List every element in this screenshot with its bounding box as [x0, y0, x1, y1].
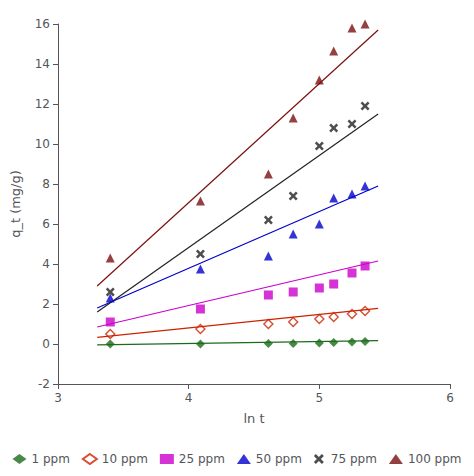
svg-text:16: 16 [35, 17, 50, 31]
svg-text:-2: -2 [38, 377, 50, 391]
svg-text:4: 4 [185, 391, 193, 405]
svg-text:8: 8 [42, 177, 50, 191]
svg-text:10: 10 [35, 137, 50, 151]
svg-text:12: 12 [35, 97, 50, 111]
svg-text:4: 4 [42, 257, 50, 271]
svg-text:3: 3 [54, 391, 62, 405]
svg-text:10 ppm: 10 ppm [102, 452, 148, 466]
svg-text:1 ppm: 1 ppm [31, 452, 69, 466]
svg-text:5: 5 [316, 391, 324, 405]
svg-text:ln t: ln t [243, 411, 264, 426]
svg-text:100 ppm: 100 ppm [408, 452, 462, 466]
svg-text:2: 2 [42, 297, 50, 311]
svg-text:75 ppm: 75 ppm [331, 452, 377, 466]
svg-text:14: 14 [35, 57, 50, 71]
svg-text:6: 6 [446, 391, 454, 405]
svg-text:0: 0 [42, 337, 50, 351]
svg-text:25 ppm: 25 ppm [179, 452, 225, 466]
svg-text:50 ppm: 50 ppm [256, 452, 302, 466]
svg-text:q_t (mg/g): q_t (mg/g) [8, 170, 23, 238]
svg-text:6: 6 [42, 217, 50, 231]
